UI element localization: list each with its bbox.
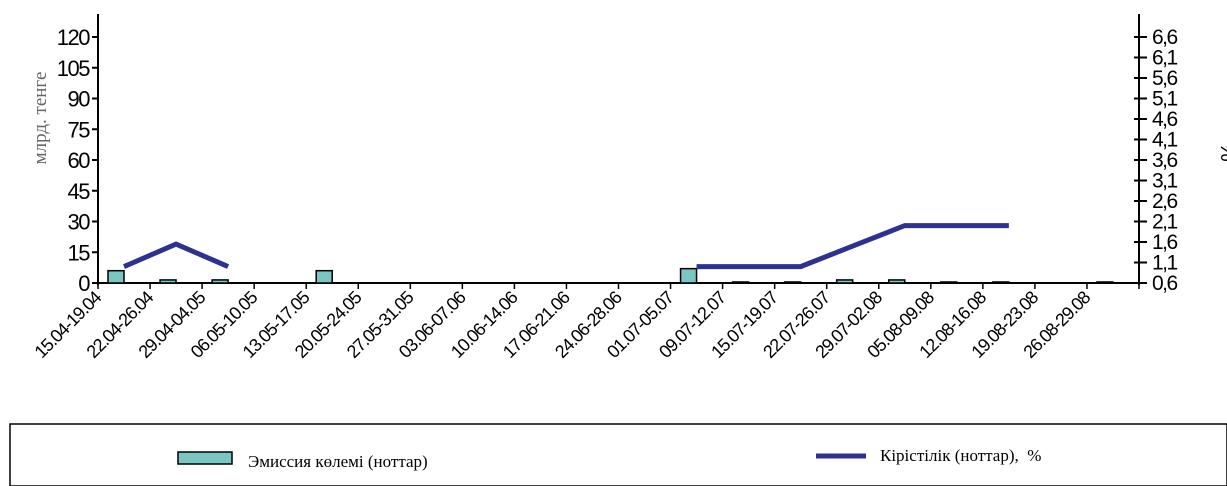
y-left-tick-label: 60 [68,148,91,173]
y-right-tick-label: 3,1 [1152,170,1178,193]
y-left-tick-label: 105 [57,56,90,81]
line-segment [123,241,230,269]
bar [315,269,333,284]
y-axis-right-ticks: 0,61,11,62,12,63,13,64,14,65,15,66,16,6 [1134,26,1179,295]
bar [888,279,906,284]
y-right-tick-label: 1,1 [1152,252,1178,275]
line-segment [696,223,1009,270]
y-left-tick-label: 15 [68,240,91,265]
y-left-tick-label: 45 [68,179,91,204]
legend-bar-label: Эмиссия көлемі (ноттар) [248,452,428,471]
bar [783,281,802,284]
y-right-tick-label: 6,1 [1152,47,1178,70]
y-axis-left-label: млрд. тенге [30,72,51,165]
y-right-tick-label: 5,1 [1152,88,1178,111]
bar-series [107,267,1114,284]
y-right-tick-label: 4,6 [1152,108,1178,131]
legend-bar-swatch [177,451,233,465]
y-right-tick-label: 6,6 [1152,26,1178,49]
y-right-tick-label: 2,1 [1152,211,1178,234]
legend-line-label: Кірістілік (ноттар), % [880,446,1041,465]
bar [159,279,177,284]
y-left-tick-label: 120 [57,25,90,50]
bar [1096,281,1114,284]
y-left-tick-label: 90 [68,87,91,112]
y-right-tick-label: 0,6 [1152,272,1178,295]
y-axis-right-label: % [1216,142,1227,162]
bar [835,279,854,284]
y-right-tick-label: 1,6 [1152,231,1178,254]
bar [940,281,958,284]
y-right-tick-label: 3,6 [1152,149,1178,172]
y-left-tick-label: 30 [68,210,91,235]
y-left-tick-label: 0 [78,271,90,296]
bar [731,281,750,284]
y-left-tick-label: 75 [68,117,91,142]
line-series [123,223,1009,270]
bar [211,279,229,284]
bar [679,267,698,284]
x-axis-ticks: 15.04-19.0422.04-26.0429.04-04.0506.05-1… [31,283,1140,362]
y-axis-left-ticks: 0 15 30 45 60 75 90 105 120 [57,25,98,296]
y-right-tick-label: 4,1 [1152,129,1178,152]
y-right-tick-label: 5,6 [1152,67,1178,90]
bar [992,281,1010,284]
y-right-tick-label: 2,6 [1152,190,1178,213]
bar [107,269,125,284]
